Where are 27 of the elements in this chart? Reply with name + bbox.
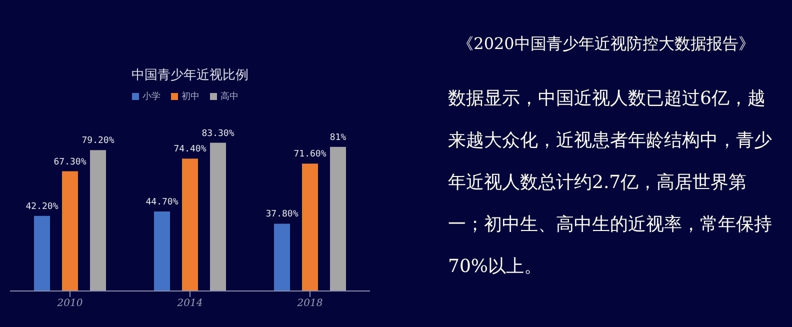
- data-label: 44.70%: [146, 197, 179, 208]
- data-label: 71.60%: [294, 150, 327, 160]
- text: 《2020中国青少年近视防控大数据报告》: [456, 34, 756, 55]
- x-tick-label: 2018: [296, 298, 323, 310]
- data-label: 74.40%: [174, 144, 207, 155]
- bar: [62, 171, 78, 291]
- text: 数据显示，中国近视人数已超过6亿，越来越大众化，近视患者年龄结构中，青少年近视人数总计约2.7亿，高居世界第一；初中生、高中生的近视率，常年保持70%以上。: [448, 87, 773, 279]
- data-label: 83.30%: [202, 128, 235, 139]
- data-label: 79.20%: [82, 136, 115, 146]
- bar: [182, 158, 198, 291]
- data-label: 67.30%: [54, 157, 87, 168]
- bar: [274, 224, 290, 291]
- bar: [330, 146, 346, 291]
- data-label: 42.20%: [26, 202, 59, 212]
- data-label: 81%: [330, 132, 347, 143]
- bar: [34, 216, 50, 291]
- x-tick-label: 2014: [176, 298, 203, 310]
- bar: [90, 150, 106, 291]
- legend-label: 初中: [182, 92, 200, 102]
- data-label: 37.80%: [266, 210, 299, 220]
- bar: [154, 211, 170, 291]
- x-tick-label: 2010: [56, 298, 84, 310]
- bar: [302, 164, 318, 291]
- legend-label: 小学: [142, 92, 160, 102]
- bar: [210, 142, 226, 291]
- chart-title: 中国青少年近视比例: [130, 67, 250, 84]
- legend-label: 高中: [220, 92, 238, 102]
